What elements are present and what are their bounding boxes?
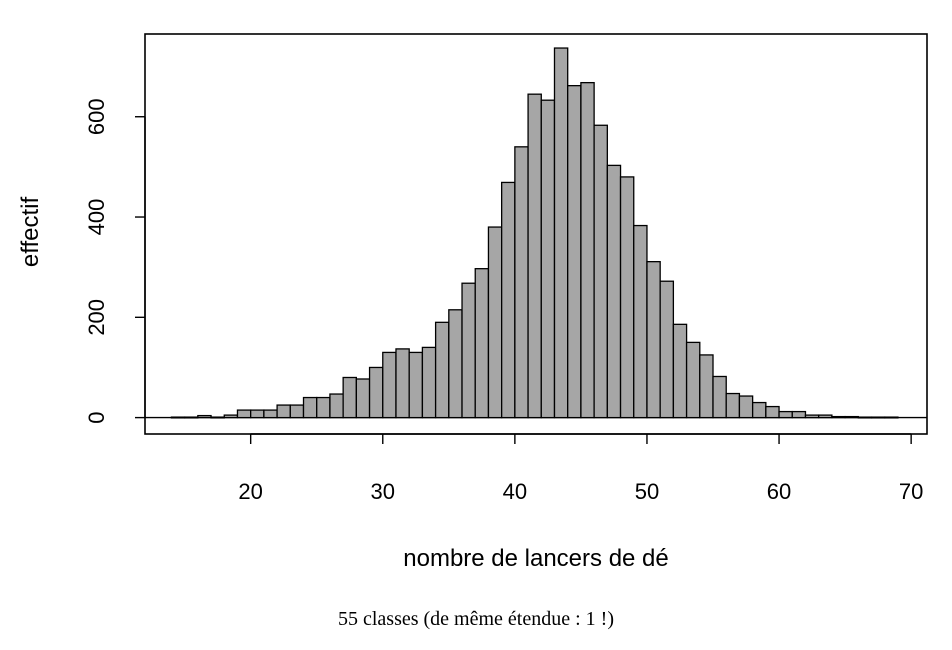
histogram-bar <box>461 282 476 419</box>
histogram-bar <box>236 409 252 419</box>
histogram-bar <box>699 354 714 419</box>
histogram-bar <box>527 93 542 419</box>
x-axis-title: nombre de lancers de dé <box>403 545 669 572</box>
histogram-bar <box>844 415 859 419</box>
histogram-bar <box>434 321 450 419</box>
histogram-bar <box>633 224 648 419</box>
histogram-bar <box>223 414 239 419</box>
y-tick-label: 0 <box>84 411 109 423</box>
histogram-bar <box>487 226 503 419</box>
histogram-bar <box>170 416 186 419</box>
y-axis-title: effectif <box>17 197 44 268</box>
histogram-bar <box>474 268 490 419</box>
x-axis: 20 30 40 50 60 70 <box>238 433 923 504</box>
histogram-bar <box>382 351 397 419</box>
histogram-bar <box>183 416 199 419</box>
histogram-bars <box>170 47 899 419</box>
y-tick-label: 400 <box>84 199 109 236</box>
histogram-bar <box>646 261 661 419</box>
x-tick-label: 40 <box>503 479 527 504</box>
histogram-bar <box>818 414 833 419</box>
histogram-bar <box>355 378 371 419</box>
histogram-bar <box>712 375 727 419</box>
histogram-bar <box>870 416 886 419</box>
histogram-bar <box>540 99 556 419</box>
histogram-bar <box>329 393 344 419</box>
x-tick-label: 50 <box>635 479 659 504</box>
histogram-bar <box>765 405 780 419</box>
histogram-bar <box>197 414 212 419</box>
histogram-bar <box>831 415 846 419</box>
histogram-bar <box>276 404 291 419</box>
histogram-bar <box>368 366 384 419</box>
histogram-bar <box>606 164 622 419</box>
histogram-bar <box>751 401 767 419</box>
histogram-bar <box>250 409 265 419</box>
histogram-bar <box>448 309 463 419</box>
histogram-bar <box>738 395 754 419</box>
y-axis: 0 200 400 600 <box>84 98 146 424</box>
histogram-bar <box>553 47 569 419</box>
histogram-bar <box>791 410 807 419</box>
histogram-bar <box>672 323 688 419</box>
x-tick-label: 70 <box>899 479 923 504</box>
histogram-bar <box>501 181 516 419</box>
histogram-bar <box>884 416 899 419</box>
histogram-bar <box>316 396 331 419</box>
chart-caption: 55 classes (de même étendue : 1 !) <box>337 608 614 630</box>
histogram-bar <box>408 351 424 419</box>
y-tick-label: 600 <box>84 98 109 135</box>
histogram-bar <box>289 404 305 419</box>
x-tick-label: 60 <box>767 479 791 504</box>
histogram-bar <box>778 410 793 419</box>
y-tick-label: 200 <box>84 299 109 336</box>
histogram-bar <box>804 414 820 419</box>
histogram-bar <box>857 416 873 419</box>
histogram-bar <box>593 124 608 419</box>
x-tick-label: 20 <box>238 479 262 504</box>
histogram-bar <box>514 146 529 419</box>
histogram-bar <box>421 346 437 419</box>
histogram-bar <box>725 392 741 419</box>
histogram-bar <box>685 341 701 419</box>
histogram-bar <box>659 280 675 419</box>
histogram-bar <box>580 81 595 419</box>
histogram-bar <box>302 396 318 419</box>
histogram-bar <box>342 376 358 419</box>
histogram-bar <box>263 409 278 419</box>
histogram-bar <box>567 84 582 419</box>
histogram-bar <box>619 176 635 419</box>
histogram-bar <box>395 348 410 419</box>
histogram-bar <box>210 416 225 419</box>
x-tick-label: 30 <box>371 479 395 504</box>
